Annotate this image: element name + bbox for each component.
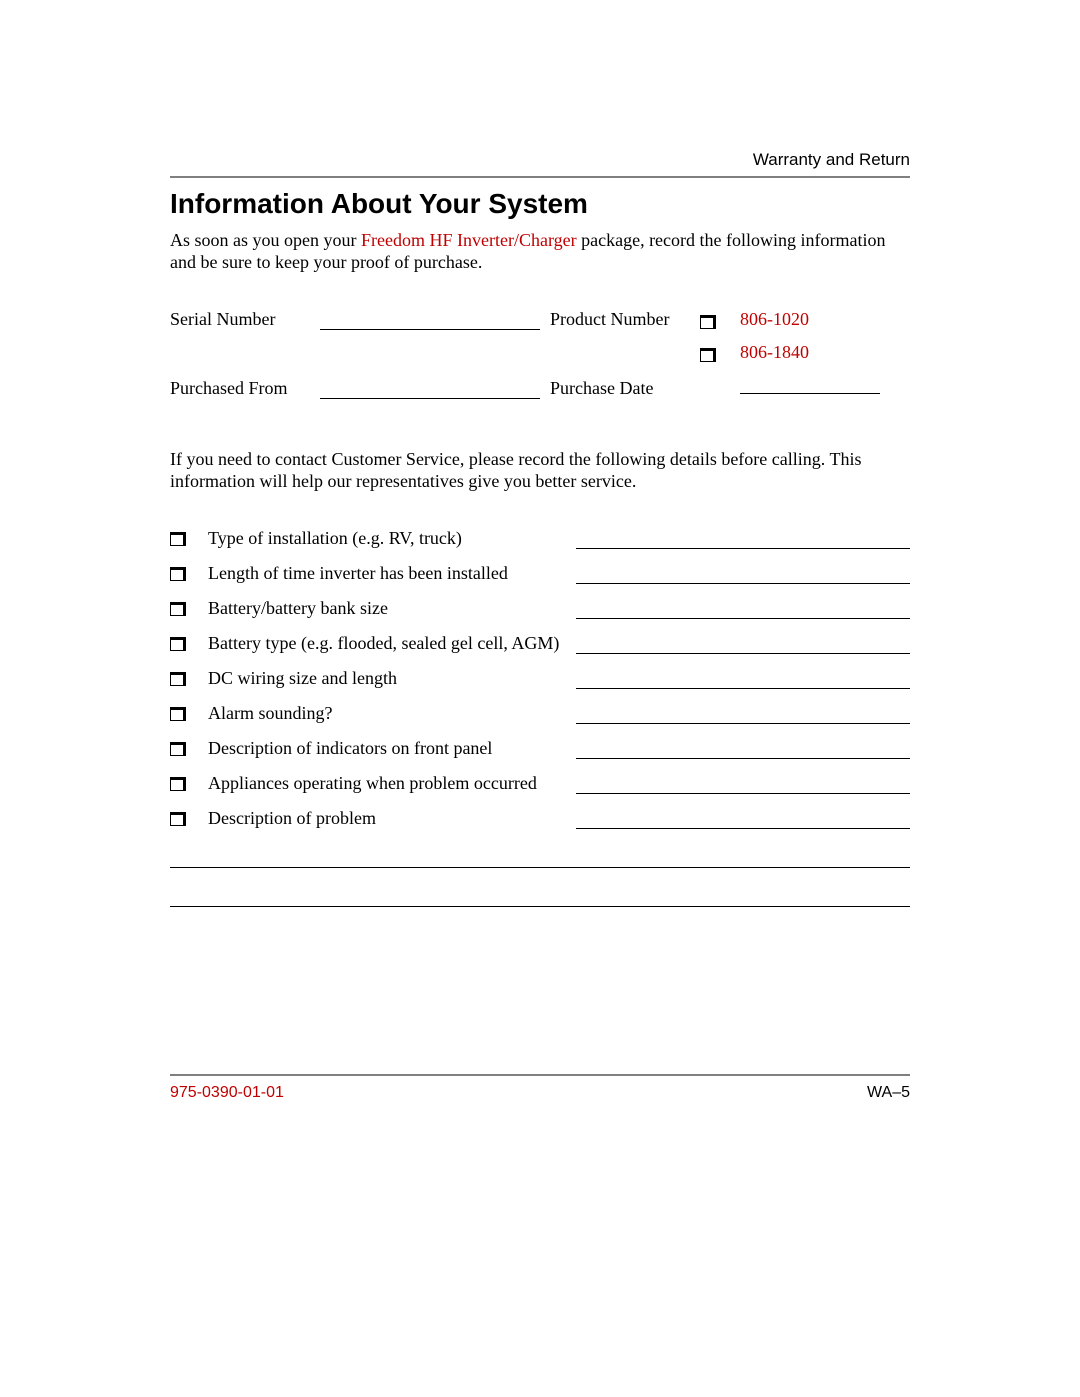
checklist-row: Alarm sounding? bbox=[170, 703, 910, 724]
checkbox-icon[interactable] bbox=[170, 567, 186, 581]
checkbox-icon[interactable] bbox=[170, 637, 186, 651]
label-serial: Serial Number bbox=[170, 309, 310, 330]
blank-line[interactable] bbox=[576, 812, 910, 829]
checklist: Type of installation (e.g. RV, truck) Le… bbox=[170, 528, 910, 907]
blank-line[interactable] bbox=[576, 742, 910, 759]
label-purchased-from: Purchased From bbox=[170, 378, 310, 399]
checklist-label: Alarm sounding? bbox=[208, 703, 568, 724]
intro-text-pre: As soon as you open your bbox=[170, 230, 361, 250]
blank-purchased-from[interactable] bbox=[320, 380, 540, 399]
blank-purchase-date[interactable] bbox=[740, 375, 880, 394]
checkbox-icon[interactable] bbox=[170, 707, 186, 721]
checkbox-icon[interactable] bbox=[170, 812, 186, 826]
checklist-row: DC wiring size and length bbox=[170, 668, 910, 689]
checklist-label: Description of problem bbox=[208, 808, 568, 829]
checklist-label: Description of indicators on front panel bbox=[208, 738, 568, 759]
checklist-row: Battery/battery bank size bbox=[170, 598, 910, 619]
purchase-info-grid: Serial Number Product Number 806-1020 80… bbox=[170, 309, 910, 399]
checklist-row: Description of problem bbox=[170, 808, 910, 829]
section-title: Warranty and Return bbox=[753, 150, 910, 169]
footer-rule bbox=[170, 1074, 910, 1076]
page-title: Information About Your System bbox=[170, 188, 910, 220]
product-name: Freedom HF Inverter/Charger bbox=[361, 230, 577, 250]
blank-line[interactable] bbox=[576, 672, 910, 689]
checkbox-icon[interactable] bbox=[170, 602, 186, 616]
product-number-2: 806-1840 bbox=[740, 342, 910, 363]
checklist-row: Appliances operating when problem occurr… bbox=[170, 773, 910, 794]
checklist-row: Description of indicators on front panel bbox=[170, 738, 910, 759]
page-footer: 975-0390-01-01 WA–5 bbox=[170, 1074, 910, 1102]
checklist-row: Battery type (e.g. flooded, sealed gel c… bbox=[170, 633, 910, 654]
blank-full-line[interactable] bbox=[170, 849, 910, 868]
header-rule bbox=[170, 176, 910, 178]
checkbox-icon[interactable] bbox=[170, 777, 186, 791]
blank-serial[interactable] bbox=[320, 311, 540, 330]
doc-number: 975-0390-01-01 bbox=[170, 1084, 284, 1102]
page-number: WA–5 bbox=[867, 1084, 910, 1102]
checkbox-product-2[interactable] bbox=[700, 348, 716, 362]
label-purchase-date: Purchase Date bbox=[550, 378, 690, 399]
blank-line[interactable] bbox=[576, 567, 910, 584]
blank-line[interactable] bbox=[576, 602, 910, 619]
checkbox-product-1[interactable] bbox=[700, 315, 716, 329]
customer-service-paragraph: If you need to contact Customer Service,… bbox=[170, 449, 910, 492]
checklist-label: Type of installation (e.g. RV, truck) bbox=[208, 528, 568, 549]
intro-paragraph: As soon as you open your Freedom HF Inve… bbox=[170, 230, 910, 273]
checklist-label: Appliances operating when problem occurr… bbox=[208, 773, 568, 794]
checklist-label: Battery type (e.g. flooded, sealed gel c… bbox=[208, 633, 568, 654]
checklist-row: Length of time inverter has been install… bbox=[170, 563, 910, 584]
checklist-label: Battery/battery bank size bbox=[208, 598, 568, 619]
page-header: Warranty and Return bbox=[170, 150, 910, 170]
product-number-1: 806-1020 bbox=[740, 309, 910, 330]
checklist-row: Type of installation (e.g. RV, truck) bbox=[170, 528, 910, 549]
checklist-label: DC wiring size and length bbox=[208, 668, 568, 689]
label-product-number: Product Number bbox=[550, 309, 690, 330]
checkbox-icon[interactable] bbox=[170, 742, 186, 756]
blank-line[interactable] bbox=[576, 777, 910, 794]
blank-full-line[interactable] bbox=[170, 888, 910, 907]
document-page: Warranty and Return Information About Yo… bbox=[0, 0, 1080, 1397]
blank-line[interactable] bbox=[576, 637, 910, 654]
checklist-label: Length of time inverter has been install… bbox=[208, 563, 568, 584]
blank-line[interactable] bbox=[576, 532, 910, 549]
checkbox-icon[interactable] bbox=[170, 532, 186, 546]
blank-line[interactable] bbox=[576, 707, 910, 724]
checkbox-icon[interactable] bbox=[170, 672, 186, 686]
